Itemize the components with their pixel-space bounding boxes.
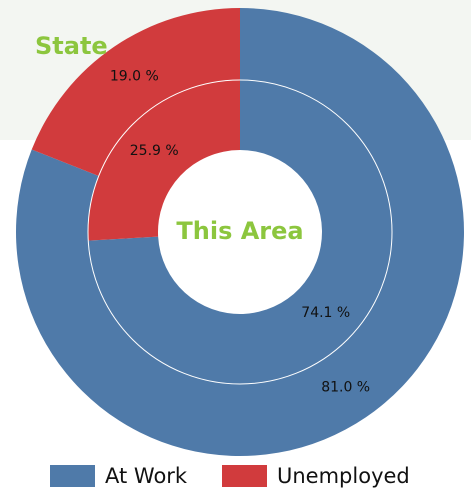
legend-swatch (222, 465, 267, 487)
value-label: 25.9 % (130, 143, 179, 159)
ring-name: State (35, 32, 108, 60)
ring-name: This Area (176, 217, 303, 245)
value-label: 74.1 % (301, 305, 350, 321)
ring-segment (87, 80, 240, 241)
legend-label: At Work (105, 464, 188, 488)
labels: 81.0 % 19.0 % 74.1 % 25.9 % State This Area (35, 32, 370, 395)
ring-segment (15, 8, 465, 457)
value-label: 19.0 % (110, 69, 159, 85)
legend: At Work Unemployed (50, 464, 410, 488)
rings (15, 8, 465, 457)
ring-segment (88, 80, 392, 385)
value-label: 81.0 % (321, 379, 370, 395)
legend-swatch (50, 465, 95, 487)
ring-segment (31, 8, 240, 177)
legend-label: Unemployed (277, 464, 410, 488)
ring-separator (87, 79, 393, 385)
